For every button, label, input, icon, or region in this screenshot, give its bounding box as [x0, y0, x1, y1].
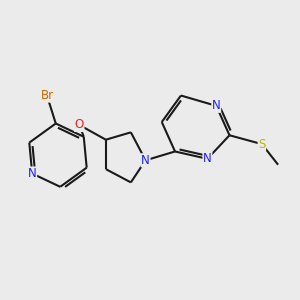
Text: N: N — [212, 99, 220, 112]
Text: N: N — [203, 152, 212, 165]
Text: O: O — [75, 118, 84, 131]
Text: N: N — [141, 154, 150, 167]
Text: N: N — [28, 167, 37, 180]
Text: S: S — [258, 138, 266, 151]
Text: Br: Br — [40, 89, 53, 102]
